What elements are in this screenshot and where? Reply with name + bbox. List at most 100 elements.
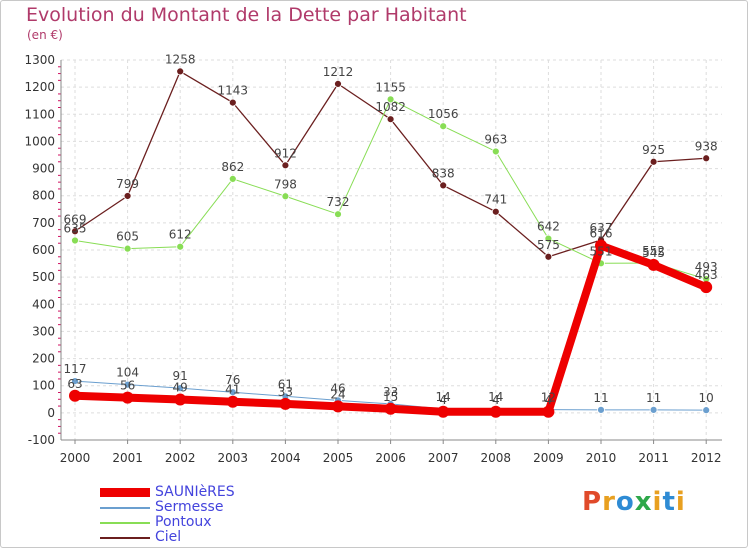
data-label-sauni-res: 63	[67, 377, 82, 391]
data-label-sermesse: 91	[173, 369, 188, 383]
legend-swatch-saunieres	[100, 488, 150, 497]
y-tick-label: 900	[32, 162, 55, 176]
data-label-ciel: 637	[590, 221, 613, 235]
data-label-ciel: 1143	[218, 84, 249, 98]
data-label-sermesse: 14	[436, 390, 451, 404]
data-point-sauni-res	[647, 258, 660, 271]
data-label-pontoux: 1056	[428, 107, 459, 121]
data-point-sauni-res	[279, 397, 292, 410]
data-point-sauni-res	[384, 402, 397, 415]
data-point-sauni-res	[174, 393, 187, 406]
data-point-ciel	[228, 98, 237, 107]
legend-item-ciel: Ciel	[100, 530, 181, 545]
data-label-pontoux: 635	[64, 222, 87, 236]
data-point-pontoux	[71, 236, 79, 245]
chart-title: Evolution du Montant de la Dette par Hab…	[26, 4, 467, 26]
data-label-sermesse: 76	[225, 373, 240, 387]
y-tick-label: 700	[32, 216, 55, 230]
data-label-sauni-res: 24	[330, 387, 345, 401]
data-label-sermesse: 11	[646, 391, 661, 405]
x-tick-label: 2012	[691, 451, 722, 465]
legend-label-ciel: Ciel	[155, 529, 182, 545]
y-tick-label: 600	[32, 243, 55, 257]
data-point-sermesse	[123, 380, 132, 389]
x-tick-label: 2011	[638, 451, 669, 465]
x-tick-label: 2008	[481, 451, 512, 465]
data-label-pontoux: 798	[274, 177, 297, 191]
x-tick-label: 2006	[375, 451, 406, 465]
proxiti-logo: Proxiti	[582, 487, 686, 517]
data-point-sauni-res	[69, 389, 81, 402]
y-tick-label: 400	[32, 297, 55, 311]
y-tick-label: 1300	[24, 53, 55, 67]
x-tick-label: 2000	[60, 451, 91, 465]
data-label-sermesse: 61	[278, 377, 293, 391]
data-label-ciel: 575	[537, 238, 560, 252]
data-point-sauni-res	[437, 405, 450, 418]
y-tick-label: 1200	[24, 80, 55, 94]
data-point-pontoux	[228, 174, 237, 183]
data-label-pontoux: 551	[590, 244, 613, 258]
x-tick-label: 2010	[586, 451, 617, 465]
data-label-ciel: 912	[274, 146, 297, 160]
data-point-sauni-res	[226, 395, 239, 408]
data-label-pontoux: 493	[695, 260, 718, 274]
data-point-ciel	[702, 154, 711, 163]
data-label-sermesse: 33	[383, 385, 398, 399]
legend-item-saunieres: SAUNIèRES	[100, 485, 235, 500]
data-point-sauni-res	[542, 405, 555, 418]
chart-subtitle: (en €)	[27, 28, 63, 42]
y-tick-label: 500	[32, 270, 55, 284]
y-tick-label: 1000	[24, 134, 55, 148]
data-point-ciel	[334, 79, 342, 88]
y-tick-label: 0	[47, 406, 55, 420]
data-label-ciel: 938	[695, 139, 718, 153]
y-tick-label: -100	[28, 433, 55, 447]
legend-label-saunieres: SAUNIèRES	[155, 484, 235, 500]
data-label-pontoux: 1155	[375, 80, 406, 94]
data-point-sauni-res	[595, 239, 607, 252]
data-label-pontoux: 642	[537, 220, 560, 234]
legend-item-pontoux: Pontoux	[100, 515, 212, 530]
data-label-sauni-res: 463	[695, 268, 718, 282]
data-point-sermesse	[649, 405, 658, 414]
x-tick-label: 2001	[112, 451, 143, 465]
data-label-sauni-res: 4	[439, 393, 447, 407]
data-point-ciel	[491, 207, 500, 216]
data-point-sermesse	[702, 406, 711, 415]
data-label-ciel: 1258	[165, 52, 196, 66]
data-label-pontoux: 732	[327, 195, 350, 209]
data-label-sauni-res: 545	[642, 246, 665, 260]
data-label-sauni-res: 33	[278, 385, 293, 399]
y-tick-label: 200	[32, 352, 55, 366]
data-label-sauni-res: 4	[545, 393, 553, 407]
x-tick-label: 2007	[428, 451, 459, 465]
data-label-pontoux: 862	[221, 160, 244, 174]
data-point-ciel	[281, 161, 290, 170]
data-label-pontoux: 552	[642, 244, 665, 258]
data-point-sauni-res	[700, 281, 713, 294]
data-label-pontoux: 963	[484, 132, 507, 146]
data-label-sermesse: 104	[116, 366, 139, 380]
data-label-ciel: 1082	[375, 100, 406, 114]
data-label-sermesse: 14	[488, 390, 503, 404]
data-point-pontoux	[281, 192, 290, 201]
legend-item-sermesse: Sermesse	[100, 500, 223, 515]
data-point-pontoux	[123, 244, 132, 253]
data-label-pontoux: 605	[116, 230, 139, 244]
data-label-ciel: 669	[64, 212, 87, 226]
data-label-ciel: 838	[432, 166, 455, 180]
x-tick-label: 2003	[218, 451, 249, 465]
data-point-sauni-res	[489, 405, 502, 418]
x-tick-label: 2009	[533, 451, 564, 465]
data-point-sermesse	[597, 405, 605, 414]
data-point-pontoux	[176, 242, 185, 251]
data-point-ciel	[439, 181, 448, 190]
data-label-sauni-res: 616	[590, 227, 613, 241]
data-label-sermesse: 10	[699, 391, 714, 405]
y-tick-label: 800	[32, 189, 55, 203]
data-point-ciel	[386, 115, 395, 124]
data-label-ciel: 741	[484, 193, 507, 207]
data-label-pontoux: 612	[169, 228, 192, 242]
